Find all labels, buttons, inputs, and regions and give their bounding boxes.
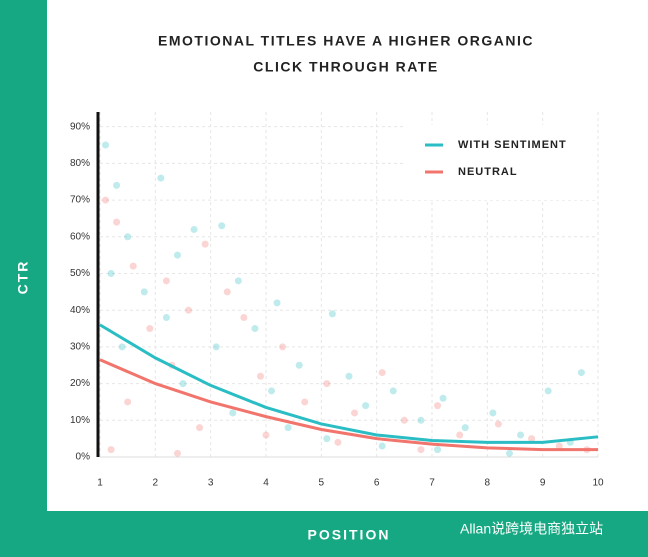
line [99,323,599,444]
x-axis-label: POSITION [308,527,391,543]
chart-title: EMOTIONAL TITLES HAVE A HIGHER ORGANIC [158,33,534,49]
y-tick-label: 40% [70,305,90,316]
y-tick-label: 90% [70,121,90,132]
scatter-point [102,141,110,149]
scatter-point [494,420,502,428]
scatter-point [212,343,220,351]
scatter-point [273,299,281,307]
line [99,358,598,452]
scatter-point [124,398,132,406]
scatter-point [256,372,264,380]
scatter-point [173,449,181,457]
scatter-point [113,181,121,189]
scatter-point [201,240,209,248]
watermark: Allan说跨境电商独立站 [460,521,603,537]
scatter-point [223,288,231,296]
scatter-point [251,325,259,333]
y-tick-label: 20% [70,378,90,389]
x-tick-label: 7 [429,478,435,489]
scatter-point [262,431,270,439]
scatter-point [196,424,204,432]
scatter-point [517,431,525,439]
scatter-point [434,446,442,454]
scatter-point [190,225,198,233]
scatter-point [185,306,193,314]
scatter-point [129,262,137,270]
scatter-point [400,416,408,424]
scatter-point [218,222,226,230]
scatter-point [461,424,469,432]
scatter-point [378,369,386,377]
scatter-point [301,398,309,406]
y-tick-label: 70% [70,195,90,206]
scatter-point [107,446,115,454]
scatter-point [323,380,331,388]
scatter-point [162,277,170,285]
x-tick-label: 8 [485,478,491,489]
scatter-point [118,343,126,351]
scatter-point [157,174,165,182]
scatter-point [328,310,336,318]
y-tick-label: 30% [70,342,90,353]
scatter-point [555,442,563,450]
legend-box [405,125,597,200]
x-tick-label: 5 [319,478,325,489]
scatter-point [505,449,513,457]
x-tick-label: 1 [97,478,103,489]
x-band [0,511,648,557]
scatter-point [362,402,370,410]
scatter-point [113,218,121,226]
x-tick-label: 9 [540,478,546,489]
scatter-point [162,314,170,322]
scatter-point [528,435,536,443]
scatter-point [229,409,237,417]
x-tick-label: 6 [374,478,380,489]
scatter-point [268,387,276,395]
x-tick-label: 4 [263,478,269,489]
scatter-point [140,288,148,296]
scatter-point [544,387,552,395]
scatter-point [378,442,386,450]
scatter-point [334,438,342,446]
x-tick-label: 10 [592,478,604,489]
scatter-point [279,343,287,351]
scatter-point [102,196,110,204]
scatter-point [389,387,397,395]
scatter-point [107,269,115,277]
x-tick-label: 2 [153,478,159,489]
scatter-point [345,372,353,380]
scatter-point [179,380,187,388]
scatter-point [417,416,425,424]
y-tick-label: 50% [70,268,90,279]
scatter-point [295,361,303,369]
scatter-point [456,431,464,439]
scatter-point [173,251,181,259]
y-tick-label: 10% [70,415,90,426]
y-tick-label: 80% [70,158,90,169]
scatter-point [284,424,292,432]
scatter-point [439,394,447,402]
scatter-point [434,402,442,410]
y-tick-label: 0% [76,452,91,463]
scatter-point [146,325,154,333]
legend-label: NEUTRAL [458,166,518,178]
y-band [0,0,47,557]
scatter-point [417,446,425,454]
y-tick-label: 60% [70,231,90,242]
y-axis-label: CTR [15,260,31,295]
scatter-point [323,435,331,443]
scatter-point [351,409,359,417]
legend-label: WITH SENTIMENT [458,139,567,151]
x-tick-label: 3 [208,478,214,489]
scatter-point [234,277,242,285]
chart-title: CLICK THROUGH RATE [253,59,438,75]
scatter-point [577,369,585,377]
scatter-point [240,314,248,322]
scatter-point [489,409,497,417]
scatter-point [124,233,132,241]
